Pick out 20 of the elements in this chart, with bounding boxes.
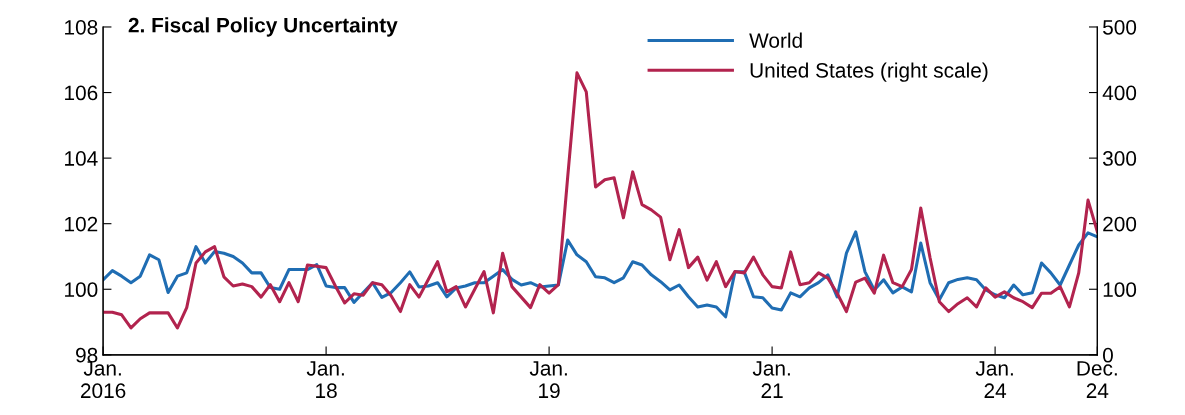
x-tick-label: Dec. 24 [1077, 361, 1117, 398]
y2-tick-label: 100 [1103, 282, 1137, 298]
y2-tick-label: 300 [1102, 151, 1137, 166]
legend-label: World [749, 32, 802, 48]
y-tick-label: 108 [65, 19, 98, 35]
x-tick-label: Jan. 18 [306, 361, 344, 399]
x-tick-label: Jan. 21 [752, 361, 790, 398]
y-tick-label: 104 [65, 151, 98, 166]
y2-tick-label: 400 [1102, 85, 1137, 101]
y2-tick-label: 500 [1103, 19, 1137, 35]
y2-tick-label: 0 [1102, 347, 1113, 363]
y-tick-label: 100 [65, 282, 98, 298]
y-tick-label: 98 [76, 347, 98, 363]
x-tick-label: Jan. 24 [975, 361, 1013, 398]
x-tick-label: Jan. 19 [529, 361, 567, 399]
y-tick-label: 106 [65, 85, 98, 101]
y2-tick-label: 200 [1103, 216, 1137, 232]
chart-title: 2. Fiscal Policy Uncertainty [128, 17, 398, 37]
legend-label: United States (right scale) [750, 62, 988, 82]
y-tick-label: 102 [65, 216, 98, 232]
